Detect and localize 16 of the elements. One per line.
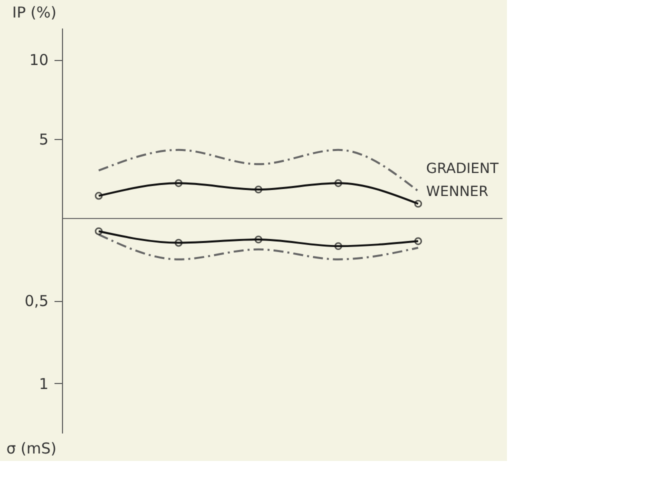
y-axis-title: σ (mS) (6, 440, 56, 458)
point (174, 179, 182, 188)
point (174, 238, 182, 247)
series-label: WENNER (426, 184, 489, 200)
point (334, 242, 342, 250)
series-label: GRADIENT (426, 161, 499, 178)
point (254, 186, 262, 194)
y-tick-label: 1 (38, 374, 48, 393)
line-series (98, 148, 420, 192)
y-tick-label: 0,5 (24, 292, 48, 310)
line-series (98, 234, 420, 260)
y-axis-title: IP (%) (12, 4, 56, 22)
point (334, 179, 342, 188)
y-tick-label: 10 (29, 51, 48, 70)
point (254, 236, 262, 244)
y-tick-label: 5 (38, 130, 48, 148)
